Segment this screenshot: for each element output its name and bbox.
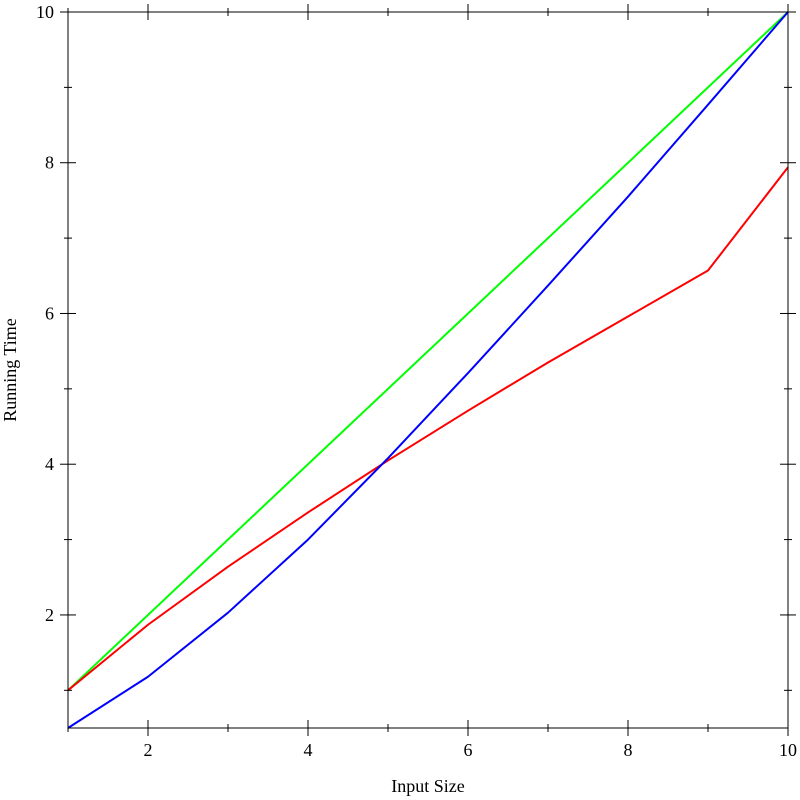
series-line-1 [67, 11, 789, 692]
series-layer [67, 11, 789, 729]
x-tick-label: 8 [624, 740, 633, 760]
x-tick-label: 10 [779, 740, 797, 760]
y-tick-label: 8 [45, 153, 54, 173]
x-tick-label: 6 [464, 740, 473, 760]
series-line-2 [67, 166, 789, 692]
y-axis-label: Running Time [0, 318, 20, 422]
plot-frame [67, 11, 789, 729]
y-tick-label: 4 [45, 454, 54, 474]
y-tick-label: 6 [45, 303, 54, 323]
y-tick-label: 2 [45, 605, 54, 625]
x-tick-label: 2 [144, 740, 153, 760]
tick-layer: 2 4 6 8 10 2 4 6 8 10 [36, 2, 797, 760]
series-line-3 [67, 11, 789, 729]
x-tick-label: 4 [304, 740, 313, 760]
y-tick-label: 10 [36, 2, 54, 22]
x-axis-label: Input Size [391, 776, 465, 796]
